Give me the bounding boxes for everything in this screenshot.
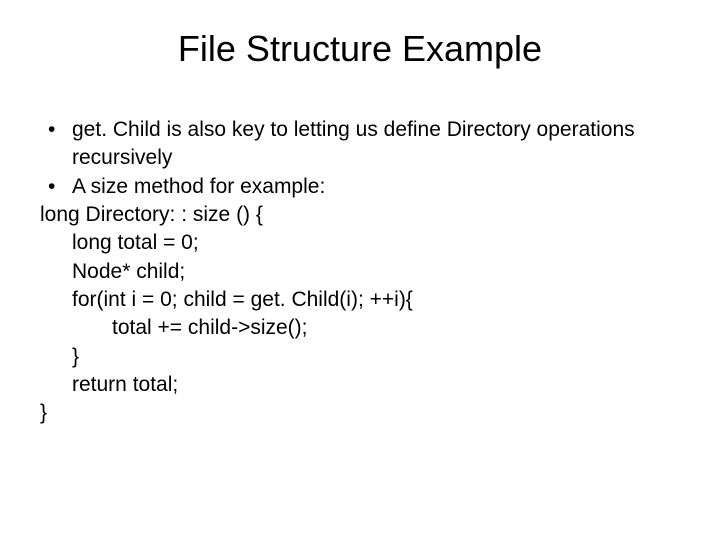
code-line: } <box>40 399 680 427</box>
slide: File Structure Example get. Child is als… <box>0 0 720 540</box>
code-line: long Directory: : size () { <box>40 201 680 229</box>
bullet-list: get. Child is also key to letting us def… <box>40 116 680 201</box>
code-line: long total = 0; <box>40 229 680 257</box>
code-line: total += child->size(); <box>40 314 680 342</box>
bullet-item: A size method for example: <box>40 173 680 201</box>
bullet-item: get. Child is also key to letting us def… <box>40 116 680 173</box>
code-line: } <box>40 343 680 371</box>
slide-title: File Structure Example <box>0 0 720 80</box>
code-line: Node* child; <box>40 258 680 286</box>
slide-body: get. Child is also key to letting us def… <box>0 80 720 428</box>
code-line: for(int i = 0; child = get. Child(i); ++… <box>40 286 680 314</box>
code-line: return total; <box>40 371 680 399</box>
